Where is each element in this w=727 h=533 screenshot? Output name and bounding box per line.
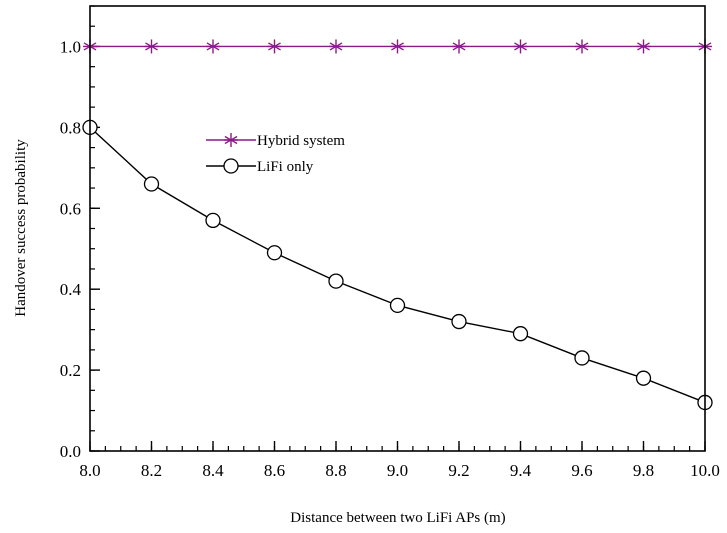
y-axis-label: Handover success probability	[13, 139, 29, 317]
y-tick-label: 0.6	[60, 199, 81, 218]
legend-marker-circle	[223, 158, 239, 174]
series-0	[83, 39, 712, 54]
data-point-circle	[389, 297, 406, 314]
legend-label: Hybrid system	[257, 133, 345, 149]
data-point-asterisk	[452, 39, 466, 54]
x-tick-label: 9.0	[387, 461, 408, 480]
series-layer	[82, 39, 713, 411]
data-point-circle	[574, 350, 590, 366]
data-point-circle	[328, 273, 344, 289]
data-point-circle	[143, 176, 160, 192]
y-tick-label: 0.8	[60, 118, 81, 137]
x-tick-label: 8.2	[141, 461, 162, 480]
series-line	[89, 126, 706, 404]
minor-ticks	[89, 5, 706, 452]
data-point-asterisk	[206, 39, 220, 54]
legend-label: LiFi only	[257, 159, 314, 175]
tick-labels: 8.0 8.2 8.4 8.6 8.8 9.0 9.2 9.4 9.6 9.8 10.0 0.0 0.2…	[60, 37, 720, 480]
data-point-asterisk	[267, 39, 282, 54]
data-point-circle	[205, 212, 221, 229]
x-tick-label: 9.6	[571, 461, 592, 480]
y-tick-label: 0.2	[60, 361, 81, 380]
x-tick-label: 10.0	[690, 461, 720, 480]
legend-marker-asterisk	[224, 133, 238, 147]
x-tick-label: 8.4	[202, 461, 224, 480]
plot-frame	[89, 5, 706, 452]
data-point-circle	[512, 326, 529, 342]
data-point-circle	[635, 370, 652, 386]
data-point-asterisk	[329, 39, 343, 54]
x-tick-label: 9.2	[448, 461, 469, 480]
y-tick-label: 0.0	[60, 442, 81, 461]
data-point-circle	[266, 245, 283, 261]
data-point-asterisk	[575, 39, 589, 54]
data-point-asterisk	[636, 39, 651, 54]
x-tick-label: 9.8	[633, 461, 654, 480]
series-1	[82, 119, 713, 411]
x-tick-label: 8.6	[264, 461, 285, 480]
x-tick-label: 9.4	[510, 461, 532, 480]
x-tick-label: 8.0	[79, 461, 100, 480]
x-axis-label: Distance between two LiFi APs (m)	[290, 510, 505, 526]
legend: Hybrid system LiFi only	[206, 133, 345, 175]
data-point-circle	[451, 313, 467, 330]
major-ticks	[89, 45, 706, 452]
y-tick-label: 0.4	[60, 280, 82, 299]
data-point-asterisk	[513, 39, 528, 54]
x-tick-label: 8.8	[325, 461, 346, 480]
data-point-asterisk	[390, 39, 405, 54]
data-point-asterisk	[144, 39, 159, 54]
y-tick-label: 1.0	[60, 37, 81, 56]
